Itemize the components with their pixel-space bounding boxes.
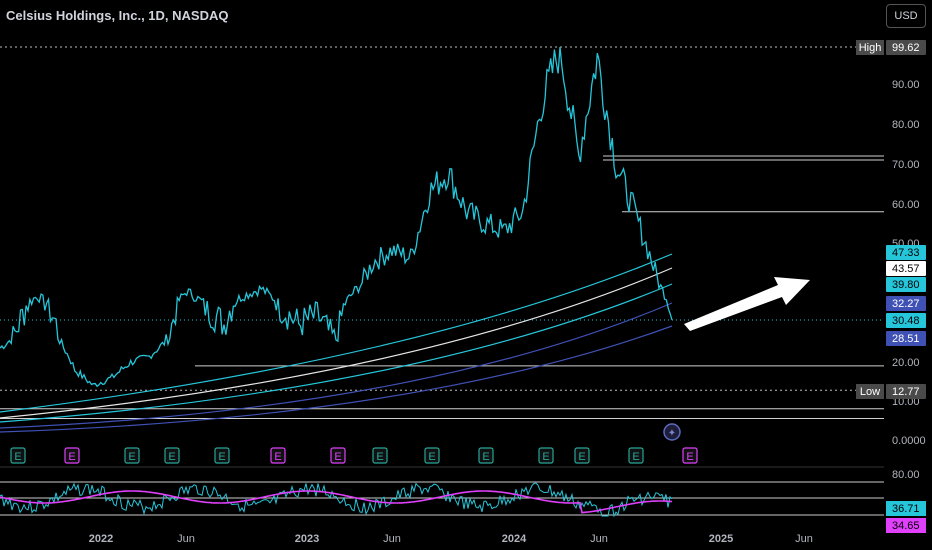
earnings-marker[interactable]: E [628, 447, 644, 464]
earnings-marker-label: E [686, 451, 693, 463]
time-axis-label: Jun [177, 533, 195, 545]
earnings-marker[interactable]: E [538, 447, 554, 464]
moving-average-line [0, 302, 673, 429]
price-tag-value: 12.77 [892, 386, 920, 398]
currency-button[interactable]: USD [886, 4, 926, 28]
time-axis-label: Jun [383, 533, 401, 545]
earnings-marker-label: E [128, 451, 135, 463]
trend-arrow [684, 277, 810, 331]
rsi-ma-line [0, 490, 673, 514]
earnings-marker-label: E [376, 451, 383, 463]
price-tag: Low 12.77 [856, 384, 926, 399]
earnings-marker[interactable]: E [478, 447, 494, 464]
price-tag: High 99.62 [856, 40, 926, 55]
time-axis-label: 2023 [295, 533, 319, 545]
moving-average-line [0, 253, 673, 413]
price-tag: 47.33 [886, 245, 926, 260]
earnings-marker[interactable]: E [270, 447, 286, 464]
earnings-marker[interactable]: E [372, 447, 388, 464]
price-tag-label: High [859, 42, 882, 54]
price-tag: 43.57 [886, 261, 926, 276]
earnings-marker[interactable]: E [682, 447, 698, 464]
earnings-marker-label: E [542, 451, 549, 463]
price-tag-value: 43.57 [892, 263, 920, 275]
earnings-marker[interactable]: E [124, 447, 140, 464]
rsi-pane [0, 481, 884, 518]
earnings-marker[interactable]: E [10, 447, 26, 464]
price-tag-value: 99.62 [892, 42, 920, 54]
price-tag: 28.51 [886, 331, 926, 346]
earnings-marker[interactable]: E [214, 447, 230, 464]
earnings-marker[interactable]: E [64, 447, 80, 464]
price-tag-value: 28.51 [892, 333, 920, 345]
time-axis-label: Jun [795, 533, 813, 545]
price-tick-label: 80.00 [892, 119, 920, 131]
price-tag: 39.80 [886, 277, 926, 292]
rsi-line [0, 482, 673, 518]
time-axis: 2022 Jun 2023 Jun 2024 Jun 2025 Jun [89, 533, 813, 545]
price-tick-label: 70.00 [892, 159, 920, 171]
earnings-marker-label: E [334, 451, 341, 463]
earnings-marker-label: E [632, 451, 639, 463]
earnings-badge-top[interactable]: ✦ [663, 423, 681, 441]
earnings-marker-label: E [168, 451, 175, 463]
price-tag-value: 32.27 [892, 298, 920, 310]
earnings-marker-label: E [274, 451, 281, 463]
moving-average-line [0, 325, 673, 433]
time-axis-label: 2022 [89, 533, 113, 545]
price-tag: 30.48 [886, 313, 926, 328]
earnings-marker-label: E [68, 451, 75, 463]
moving-average-line [0, 283, 673, 423]
rsi-ma-tag: 34.65 [886, 518, 926, 533]
rsi-tag: 36.71 [886, 501, 926, 516]
earnings-marker[interactable]: E [424, 447, 440, 464]
rsi-tick-label: 80.00 [892, 469, 920, 481]
time-axis-label: 2025 [709, 533, 733, 545]
svg-text:34.65: 34.65 [892, 520, 920, 532]
svg-text:✦: ✦ [668, 428, 676, 439]
svg-text:36.71: 36.71 [892, 503, 920, 515]
chart-title: Celsius Holdings, Inc., 1D, NASDAQ [6, 8, 229, 23]
horizontal-levels [0, 46, 884, 420]
price-tick-label: 0.0000 [892, 435, 926, 447]
time-axis-label: 2024 [502, 533, 527, 545]
price-tag-value: 47.33 [892, 247, 920, 259]
price-tick-label: 60.00 [892, 199, 920, 211]
price-tag: 32.27 [886, 296, 926, 311]
price-tag-value: 30.48 [892, 315, 920, 327]
price-line [0, 46, 673, 388]
price-tick-label: 20.00 [892, 357, 920, 369]
price-tag-value: 39.80 [892, 279, 920, 291]
time-axis-label: Jun [590, 533, 608, 545]
price-tag-label: Low [860, 386, 880, 398]
price-tags: High 99.62 47.33 43.57 39.80 32.27 30.48 28.51 L… [856, 40, 926, 533]
earnings-marker[interactable]: E [330, 447, 346, 464]
earnings-marker-label: E [14, 451, 21, 463]
earnings-marker[interactable]: E [164, 447, 180, 464]
price-tick-label: 90.00 [892, 79, 920, 91]
moving-averages [0, 253, 673, 433]
earnings-marker-label: E [482, 451, 489, 463]
earnings-marker-label: E [218, 451, 225, 463]
price-axis: 90.0080.0070.0060.0050.0020.0010.000.000… [892, 79, 926, 481]
moving-average-line [0, 267, 673, 419]
earnings-marker-label: E [578, 451, 585, 463]
earnings-marker-label: E [428, 451, 435, 463]
earnings-marker[interactable]: E [574, 447, 590, 464]
